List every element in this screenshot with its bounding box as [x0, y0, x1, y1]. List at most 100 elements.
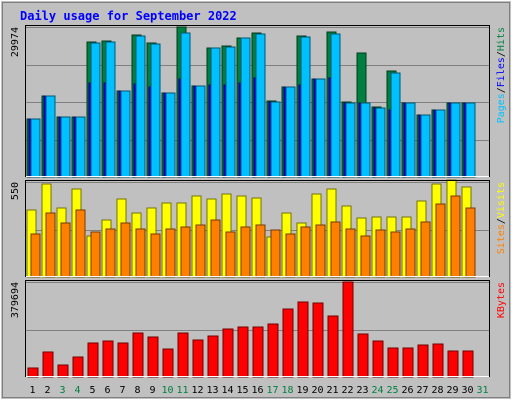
bar-kbytes-day-28: [432, 343, 444, 378]
bar-sites-day-13: [210, 219, 221, 278]
bar-kbytes-day-5: [87, 342, 99, 378]
x-tick-label: 15: [236, 385, 248, 396]
bar-sites-day-7: [120, 222, 131, 278]
bar-pages-day-16: [255, 33, 266, 178]
bar-pages-day-23: [360, 102, 371, 178]
legend-kbytes: KBytes: [496, 282, 507, 318]
x-tick-label: 18: [281, 385, 293, 396]
x-tick-label: 21: [326, 385, 338, 396]
bar-pages-day-25: [390, 72, 401, 178]
x-tick-label: 5: [89, 385, 95, 396]
bar-kbytes-day-17: [267, 323, 279, 378]
bar-kbytes-day-18: [282, 308, 294, 378]
x-tick-label: 8: [134, 385, 140, 396]
bar-pages-day-24: [375, 107, 386, 178]
x-tick-label: 31: [476, 385, 488, 396]
bar-sites-day-21: [330, 221, 341, 278]
bar-kbytes-day-29: [447, 350, 459, 378]
bar-sites-day-12: [195, 224, 206, 278]
bar-sites-day-30: [465, 207, 476, 278]
bar-sites-day-19: [300, 226, 311, 278]
chart-title: Daily usage for September 2022: [20, 9, 237, 23]
bar-sites-day-29: [450, 195, 461, 278]
bar-sites-day-3: [60, 222, 71, 278]
bar-sites-day-18: [285, 233, 296, 278]
x-tick-label: 29: [446, 385, 458, 396]
bar-kbytes-day-22: [342, 281, 354, 378]
bar-kbytes-day-2: [42, 351, 54, 378]
bar-pages-day-27: [420, 114, 431, 178]
bar-sites-day-25: [390, 231, 401, 278]
x-tick-label: 6: [104, 385, 110, 396]
x-tick-label: 13: [206, 385, 218, 396]
bar-kbytes-day-4: [72, 356, 84, 378]
bar-pages-day-15: [240, 37, 251, 178]
legend-separator: /: [496, 87, 507, 93]
bar-pages-day-18: [285, 86, 296, 178]
max-value-label: 379694: [10, 282, 21, 318]
legend-hits: Hits: [496, 27, 507, 51]
bar-pages-day-2: [45, 95, 56, 178]
legend-separator: /: [496, 51, 507, 57]
legend-sites: Sites: [496, 224, 507, 254]
bar-kbytes-day-23: [357, 333, 369, 378]
x-tick-label: 7: [119, 385, 125, 396]
bar-pages-day-26: [405, 102, 416, 178]
bar-kbytes-day-15: [237, 326, 249, 378]
bar-kbytes-day-27: [417, 344, 429, 378]
bar-sites-day-5: [90, 231, 101, 278]
bar-sites-day-28: [435, 203, 446, 278]
bar-kbytes-day-7: [117, 342, 129, 378]
x-tick-label: 2: [44, 385, 50, 396]
bar-pages-day-21: [330, 33, 341, 178]
bar-sites-day-8: [135, 228, 146, 278]
bar-pages-day-12: [195, 85, 206, 178]
bar-sites-day-24: [375, 229, 386, 278]
bar-pages-day-20: [315, 78, 326, 178]
legend-separator: /: [496, 218, 507, 224]
bar-kbytes-day-3: [57, 364, 69, 378]
bar-pages-day-14: [225, 46, 236, 178]
bar-kbytes-day-12: [192, 339, 204, 378]
x-tick-label: 20: [311, 385, 323, 396]
bar-sites-day-1: [30, 233, 41, 278]
bar-pages-day-8: [135, 35, 146, 178]
bar-pages-day-11: [180, 32, 191, 178]
bar-kbytes-day-26: [402, 347, 414, 378]
bar-kbytes-day-24: [372, 340, 384, 378]
bar-sites-day-6: [105, 228, 116, 278]
legend-visits: Visits: [496, 182, 507, 218]
bar-kbytes-day-10: [162, 348, 174, 378]
x-tick-label: 22: [341, 385, 353, 396]
bar-sites-day-22: [345, 228, 356, 278]
legend-files: Files: [496, 57, 507, 87]
bar-sites-day-26: [405, 228, 416, 278]
bar-pages-day-5: [90, 42, 101, 178]
x-tick-label: 28: [431, 385, 443, 396]
bar-sites-day-17: [270, 229, 281, 278]
x-tick-label: 4: [74, 385, 80, 396]
bar-sites-day-27: [420, 221, 431, 278]
x-tick-label: 3: [59, 385, 65, 396]
bar-sites-day-15: [240, 226, 251, 278]
x-tick-label: 11: [176, 385, 188, 396]
max-value-label: 29974: [10, 27, 21, 57]
x-tick-label: 24: [371, 385, 383, 396]
x-tick-label: 16: [251, 385, 263, 396]
x-tick-label: 17: [266, 385, 278, 396]
bar-kbytes-day-1: [27, 367, 39, 378]
bar-kbytes-day-21: [327, 315, 339, 378]
bar-sites-day-23: [360, 235, 371, 278]
bar-sites-day-16: [255, 224, 266, 278]
series-legend: Pages/Files/Hits: [496, 27, 507, 123]
x-tick-label: 1: [29, 385, 35, 396]
bar-pages-day-4: [75, 116, 86, 178]
bar-sites-day-4: [75, 209, 86, 278]
bar-pages-day-19: [300, 36, 311, 178]
bar-pages-day-13: [210, 47, 221, 178]
bar-kbytes-day-13: [207, 335, 219, 378]
series-legend: KBytes: [496, 282, 507, 318]
bar-pages-day-30: [465, 102, 476, 178]
